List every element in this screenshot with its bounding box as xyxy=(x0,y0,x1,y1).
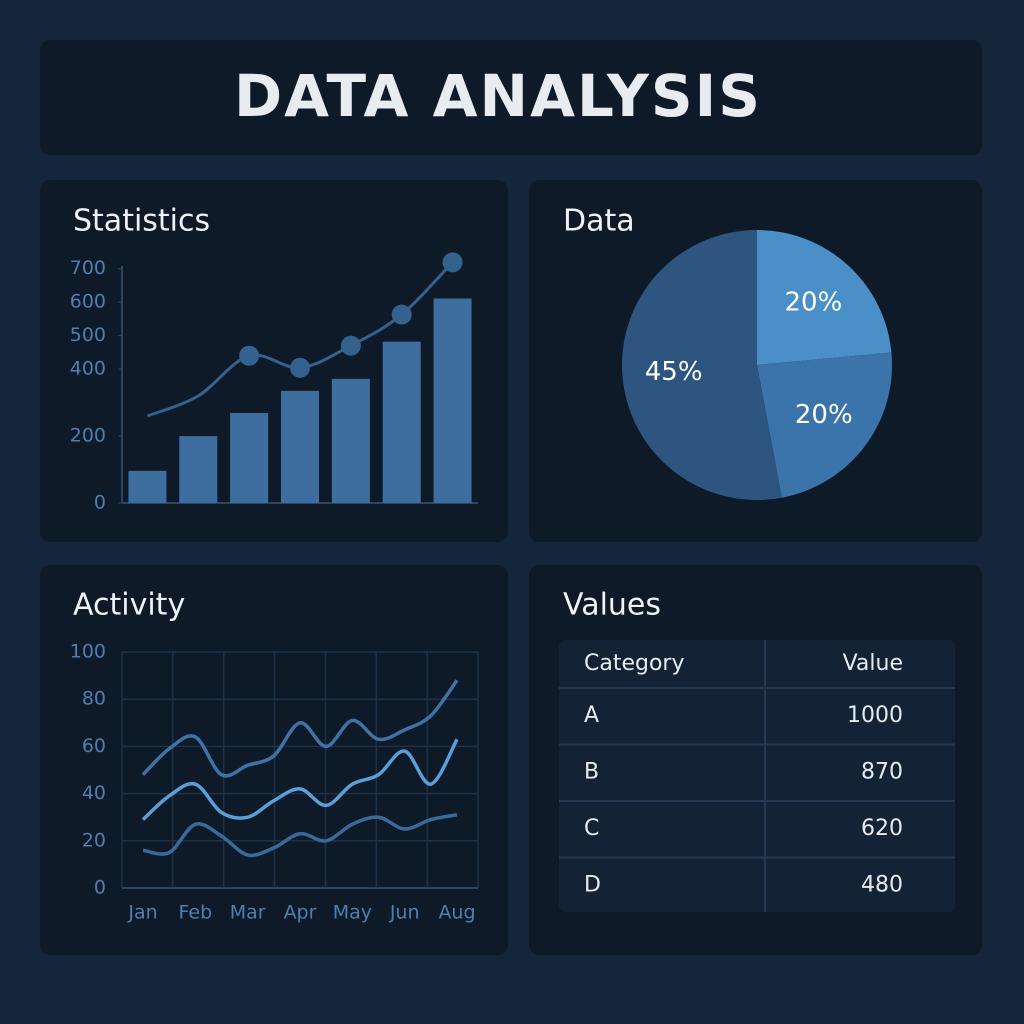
pie-slice xyxy=(622,230,782,500)
cell: 480 xyxy=(861,873,903,898)
y-tick-label: 600 xyxy=(70,291,106,313)
y-tick-label: 200 xyxy=(70,425,106,447)
cell: D xyxy=(584,873,601,898)
bar xyxy=(433,298,472,503)
y-tick-label: 20 xyxy=(82,829,106,851)
y-tick-label: 700 xyxy=(70,257,106,279)
x-tick-label: May xyxy=(333,902,372,924)
bar xyxy=(230,412,269,503)
pie-slice xyxy=(757,352,893,498)
pie-slice xyxy=(757,230,892,365)
cell: 1000 xyxy=(847,703,903,728)
x-tick-label: Jun xyxy=(389,902,420,924)
y-tick-label: 500 xyxy=(70,324,106,346)
cell: C xyxy=(584,816,599,841)
cell: 870 xyxy=(861,760,903,785)
point xyxy=(442,252,463,273)
line xyxy=(142,813,458,858)
table-box xyxy=(559,640,955,912)
bar xyxy=(281,390,319,503)
panel-title: Values xyxy=(563,588,661,623)
y-tick-label: 60 xyxy=(82,735,106,757)
bar xyxy=(128,470,167,503)
point xyxy=(290,357,310,378)
x-tick-label: Mar xyxy=(230,902,266,924)
cell: 620 xyxy=(861,816,903,841)
x-tick-label: Jan xyxy=(127,902,157,924)
page-title: DATA ANALYSIS xyxy=(234,62,762,130)
x-tick-label: Aug xyxy=(438,902,475,924)
bar xyxy=(179,436,218,503)
x-tick-label: Feb xyxy=(179,902,213,924)
y-tick-label: 40 xyxy=(82,782,106,804)
column-header: Category xyxy=(584,651,685,676)
header-panel xyxy=(40,40,982,155)
cell: A xyxy=(584,703,599,728)
cell: B xyxy=(584,760,599,785)
data-label: 20% xyxy=(795,400,853,430)
y-tick-label: 0 xyxy=(94,877,106,899)
y-tick-label: 0 xyxy=(94,492,106,514)
point xyxy=(239,345,260,366)
line xyxy=(141,679,459,778)
panel-title: Activity xyxy=(73,588,185,623)
bar xyxy=(331,378,370,503)
y-tick-label: 80 xyxy=(82,688,106,710)
y-tick-label: 400 xyxy=(70,358,106,380)
panel-title: Statistics xyxy=(73,204,210,239)
data-label: 20% xyxy=(784,288,842,318)
line xyxy=(141,738,459,821)
point xyxy=(340,335,361,356)
bar xyxy=(382,341,421,503)
x-tick-label: Apr xyxy=(284,902,317,924)
data-label: 45% xyxy=(645,357,703,387)
panel-title: Data xyxy=(563,204,635,239)
y-tick-label: 100 xyxy=(70,641,106,663)
point xyxy=(391,304,412,325)
column-header: Value xyxy=(843,651,903,676)
